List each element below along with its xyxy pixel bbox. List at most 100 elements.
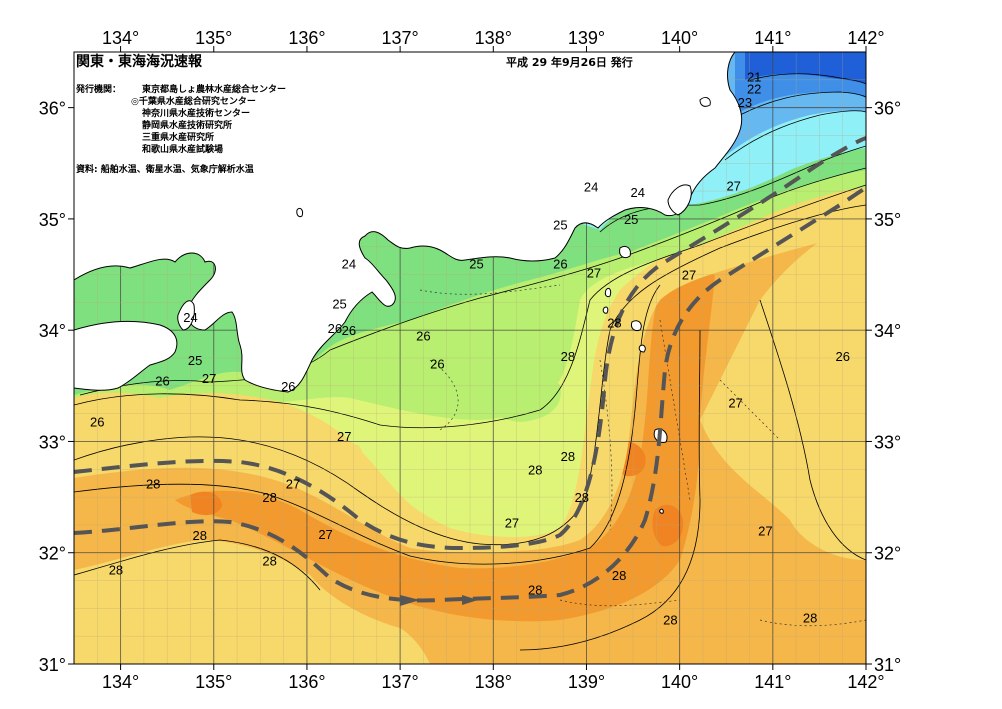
isotherm-label: 28 [612,568,626,583]
agency-1: 東京都島しょ農林水産総合センター [142,83,286,95]
agency-6: 和歌山県水産試験場 [141,143,223,155]
isotherm-label: 27 [726,179,740,194]
isotherm-label: 28 [109,562,123,577]
boso [667,184,692,216]
agency-3: 神奈川県水産技術センター [142,107,250,119]
sado-islet [296,207,303,218]
isotherm-label: 24 [342,256,356,271]
oshima [619,245,631,259]
isotherm-23 [724,110,866,161]
lon-tick-label: 142° [847,672,884,692]
temperature-field [74,52,866,664]
isotherm-label: 27 [505,516,519,531]
isotherm-label: 24 [630,185,644,200]
data-source: 資料: 船舶水温、衛星水温、気象庁解析水温 [76,163,254,175]
isotherm-label: 28 [262,490,276,505]
lon-tick-label: 136° [288,672,325,692]
map-frame [73,51,867,665]
isotherm-label: 26 [342,323,356,338]
mikurajima [638,344,646,353]
lat-labels-right: 36° 35° 34° 33° 32° 31° [874,99,901,675]
isotherm-label: 28 [262,554,276,569]
kuroshio-south [74,186,866,603]
sea-21-zone [745,52,866,84]
isotherm-label: 26 [835,349,849,364]
isotherm-27-east [759,299,866,561]
isotherm-label: 28 [607,315,621,330]
isotherm-label: 28 [528,462,542,477]
isotherm-label: 28 [146,477,160,492]
isotherm-28 [74,284,661,565]
flow-arrow-2 [462,595,478,605]
isotherm-22 [739,91,866,116]
lat-tick-label: 35° [874,210,901,230]
axis-ticks [68,46,872,670]
map-title: 関東・東海海況速報 [76,53,203,70]
isotherm-label: 26 [430,357,444,372]
lon-tick-label: 141° [754,28,791,48]
sea-27-east-band [700,215,866,560]
lat-labels-left: 36° 35° 34° 33° 32° 31° [39,99,66,675]
isotherm-label: 25 [624,212,638,227]
lon-labels-top: 134° 135° 136° 137° 138° 139° 140° 141° 142° [102,28,885,48]
isotherm-label: 26 [553,256,567,271]
kozushima [602,306,609,314]
issue-date: 平成 29 年9月26日 発行 [506,55,633,69]
isotherm-28-east [519,329,701,651]
lat-tick-label: 32° [874,544,901,564]
isotherm-label: 26 [281,379,295,394]
isotherm-label: 27 [286,477,300,492]
isotherm-label: 26 [90,414,104,429]
isotherm-label: 24 [183,310,197,325]
isotherm-label: 27 [758,523,772,538]
lat-tick-label: 35° [39,210,66,230]
sea-29-patch-south [652,504,684,547]
isotherm-label: 24 [584,180,598,195]
isotherm-28-sw [74,539,321,591]
sea-28-core [175,271,715,622]
header-block: 関東・東海海況速報 平成 29 年9月26日 発行 発行機関： 東京都島しょ農林… [75,53,633,175]
isotherm-label: 25 [469,256,483,271]
flow-arrow-1 [400,595,420,606]
isotherm-label: 25 [332,296,346,311]
lat-tick-label: 34° [874,321,901,341]
lat-tick-label: 36° [874,99,901,119]
sea-26-bulge [478,366,561,422]
isotherm-label: 28 [575,490,589,505]
sea-27-north-band [74,176,866,552]
lon-tick-label: 137° [382,28,419,48]
isotherm-27 [74,204,866,546]
isotherm-label: 26 [328,321,342,336]
isotherm-label: 28 [193,528,207,543]
sea-27-south-patch [74,540,430,664]
lat-tick-label: 33° [39,432,66,452]
kuroshio-north [74,136,866,551]
lon-tick-label: 138° [475,672,512,692]
lon-tick-label: 140° [661,672,698,692]
lon-tick-label: 135° [195,28,232,48]
niijima [604,287,612,298]
isotherm-label: 28 [561,349,575,364]
lon-tick-label: 139° [568,28,605,48]
japan-land [74,52,743,514]
lon-tick-label: 134° [102,672,139,692]
lat-tick-label: 33° [874,432,901,452]
lat-tick-label: 31° [874,655,901,675]
lon-tick-label: 140° [661,28,698,48]
lon-tick-label: 138° [475,28,512,48]
lon-tick-label: 137° [382,672,419,692]
isotherm-label: 25 [553,217,567,232]
isotherm-21 [749,73,866,85]
lon-labels-bottom: 134° 135° 136° 137° 138° 139° 140° 141° 142° [102,672,885,692]
agency-4: 静岡県水産技術研究所 [142,119,232,131]
isotherm-label: 22 [747,82,761,97]
isotherm-label: 28 [663,612,677,627]
isotherm-label: 27 [202,371,216,386]
isotherm-label: 28 [561,449,575,464]
agency-label: 発行機関： [75,83,121,95]
lon-tick-label: 142° [847,28,884,48]
lat-tick-label: 32° [39,544,66,564]
isotherm-label: 27 [682,268,696,283]
